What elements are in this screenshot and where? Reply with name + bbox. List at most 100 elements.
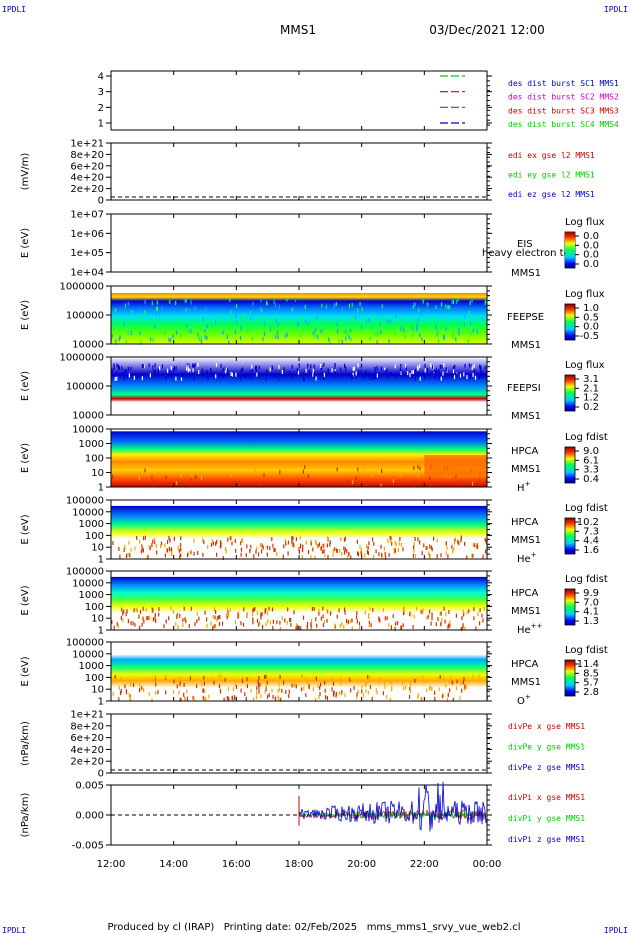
corner-tag-top-right: IPDLI: [604, 5, 628, 14]
spacecraft-label: MMS1: [511, 268, 541, 279]
y-tick-label: 1000: [79, 519, 104, 530]
spectrogram-texture: [112, 535, 487, 560]
spacecraft-label: MMS1: [511, 411, 541, 422]
panel-frame-eis: [110, 213, 488, 273]
x-tick-label: 18:00: [285, 859, 314, 870]
y-tick-label: 8e+20: [70, 150, 104, 161]
colorbar: [564, 303, 576, 341]
footer-credit: Produced by cl (IRAP) Printing date: 02/…: [107, 922, 520, 933]
divpi-series-z: [298, 781, 488, 832]
y-tick-label: 100000: [66, 496, 104, 507]
y-axis-label: E (eV): [20, 656, 31, 686]
y-tick-label: 1000: [79, 590, 104, 601]
colorbar-tick-label: 7.0: [583, 597, 599, 608]
panels: 4 3 2 1 des dist burst SC1 MMS1 des dist burs…: [20, 70, 619, 852]
spectrogram-texture: [111, 362, 486, 382]
colorbar-title: Log flux: [565, 360, 605, 371]
y-tick-label: 10000: [72, 578, 104, 589]
colorbar-tick-label: 6.1: [583, 455, 599, 466]
y-tick-label: 10000: [72, 425, 104, 436]
panel-frame-burst: [110, 70, 488, 131]
panel-burst: 4 3 2 1 des dist burst SC1 MMS1 des dist burs…: [98, 70, 619, 131]
panel-feepse: 1000000 100000 10000 E (eV) FEEPSE MMS1 Log fl…: [20, 282, 605, 352]
y-tick-label: 1000: [79, 661, 104, 672]
legend-entry: des dist burst SC2 MMS2: [508, 93, 619, 102]
colorbar-tick-label: 0.0: [583, 231, 599, 242]
y-tick-label: 10000: [72, 411, 104, 422]
legend-entry: des dist burst SC4 MMS4: [508, 120, 619, 129]
colorbar-tick-label: 0.5: [583, 312, 599, 323]
y-tick-label: 0: [98, 769, 104, 780]
legend-entry: divPe x gse MMS1: [508, 722, 585, 731]
y-tick-label: 100: [85, 673, 104, 684]
colorbar-tick-label: 9.9: [583, 588, 599, 599]
colorbar: [564, 374, 576, 412]
y-axis-label: E (eV): [20, 585, 31, 615]
instrument-sublabel: heavy electron to: [482, 248, 570, 259]
panel-feepsi: 1000000 100000 10000 E (eV) FEEPSI MMS1 Log fl…: [20, 353, 605, 423]
spacecraft-label: MMS1: [511, 340, 541, 351]
x-tick-label: 12:00: [97, 859, 126, 870]
y-tick-label: 0.005: [75, 781, 104, 792]
instrument-label: FEEPSE: [507, 312, 544, 323]
instrument-label: HPCA: [511, 446, 539, 457]
y-axis-label: (nPa/km): [20, 793, 31, 838]
colorbar-tick-label: 5.7: [583, 678, 599, 689]
y-tick-label: 6e+20: [70, 161, 104, 172]
y-tick-label: 1e+21: [70, 139, 104, 150]
y-tick-label: 1: [98, 483, 104, 494]
colorbar-title: Log flux: [565, 289, 605, 300]
legend-entry: divPe y gse MMS1: [508, 743, 585, 752]
y-axis-label: E (eV): [20, 443, 31, 473]
species-label: He++: [517, 622, 543, 636]
y-tick-label: 1e+04: [70, 268, 104, 279]
y-tick-label: 4: [98, 72, 104, 83]
colorbar-tick-label: 11.4: [577, 659, 599, 670]
colorbar: [564, 659, 576, 697]
y-tick-label: 100: [85, 602, 104, 613]
plot-datetime: 03/Dec/2021 12:00: [429, 23, 545, 37]
colorbar-tick-label: 9.0: [583, 446, 599, 457]
colorbar-tick-label: 0.0: [583, 250, 599, 261]
colorbar-tick-label: 1.3: [583, 616, 599, 627]
y-tick-label: 100000: [66, 311, 104, 322]
y-tick-label: 10000: [72, 649, 104, 660]
y-axis-label: E (eV): [20, 300, 31, 330]
colorbar-tick-label: 1.2: [583, 393, 599, 404]
y-axis-label: (mV/m): [20, 153, 31, 191]
x-tick-label: 14:00: [159, 859, 188, 870]
legend-entry: edi ey gse l2 MMS1: [508, 171, 595, 180]
y-tick-label: 1: [98, 119, 104, 130]
y-tick-label: 1: [98, 555, 104, 566]
y-tick-label: 100: [85, 454, 104, 465]
y-tick-label: 1000000: [59, 282, 104, 293]
mission-title: MMS1: [280, 23, 316, 37]
instrument-label: HPCA: [511, 517, 539, 528]
y-tick-label: 2e+20: [70, 184, 104, 195]
spacecraft-label: MMS1: [511, 464, 541, 475]
panel-frame-edi: [110, 142, 488, 201]
colorbar-tick-label: 8.5: [583, 668, 599, 679]
colorbar-tick-label: 0.0: [583, 322, 599, 333]
colorbar-tick-label: 4.4: [583, 536, 599, 547]
y-tick-label: 100000: [66, 638, 104, 649]
y-tick-label: 8e+20: [70, 721, 104, 732]
y-tick-label: 2: [98, 103, 104, 114]
species-label: H+: [517, 480, 531, 494]
y-tick-label: 10: [91, 543, 104, 554]
spectrogram-hpca_o: [111, 647, 487, 701]
x-tick-label: 16:00: [222, 859, 251, 870]
legend-entry: divPi z gse MMS1: [508, 835, 585, 844]
y-tick-label: 10: [91, 685, 104, 696]
y-tick-label: -0.005: [72, 841, 104, 852]
corner-tag-bottom-right: IPDLI: [604, 926, 628, 934]
colorbar-tick-label: -0.5: [579, 331, 599, 342]
y-tick-label: 1e+21: [70, 710, 104, 721]
y-tick-label: 4e+20: [70, 173, 104, 184]
colorbar-title: Log flux: [565, 217, 605, 228]
colorbar-title: Log fdist: [565, 645, 608, 656]
